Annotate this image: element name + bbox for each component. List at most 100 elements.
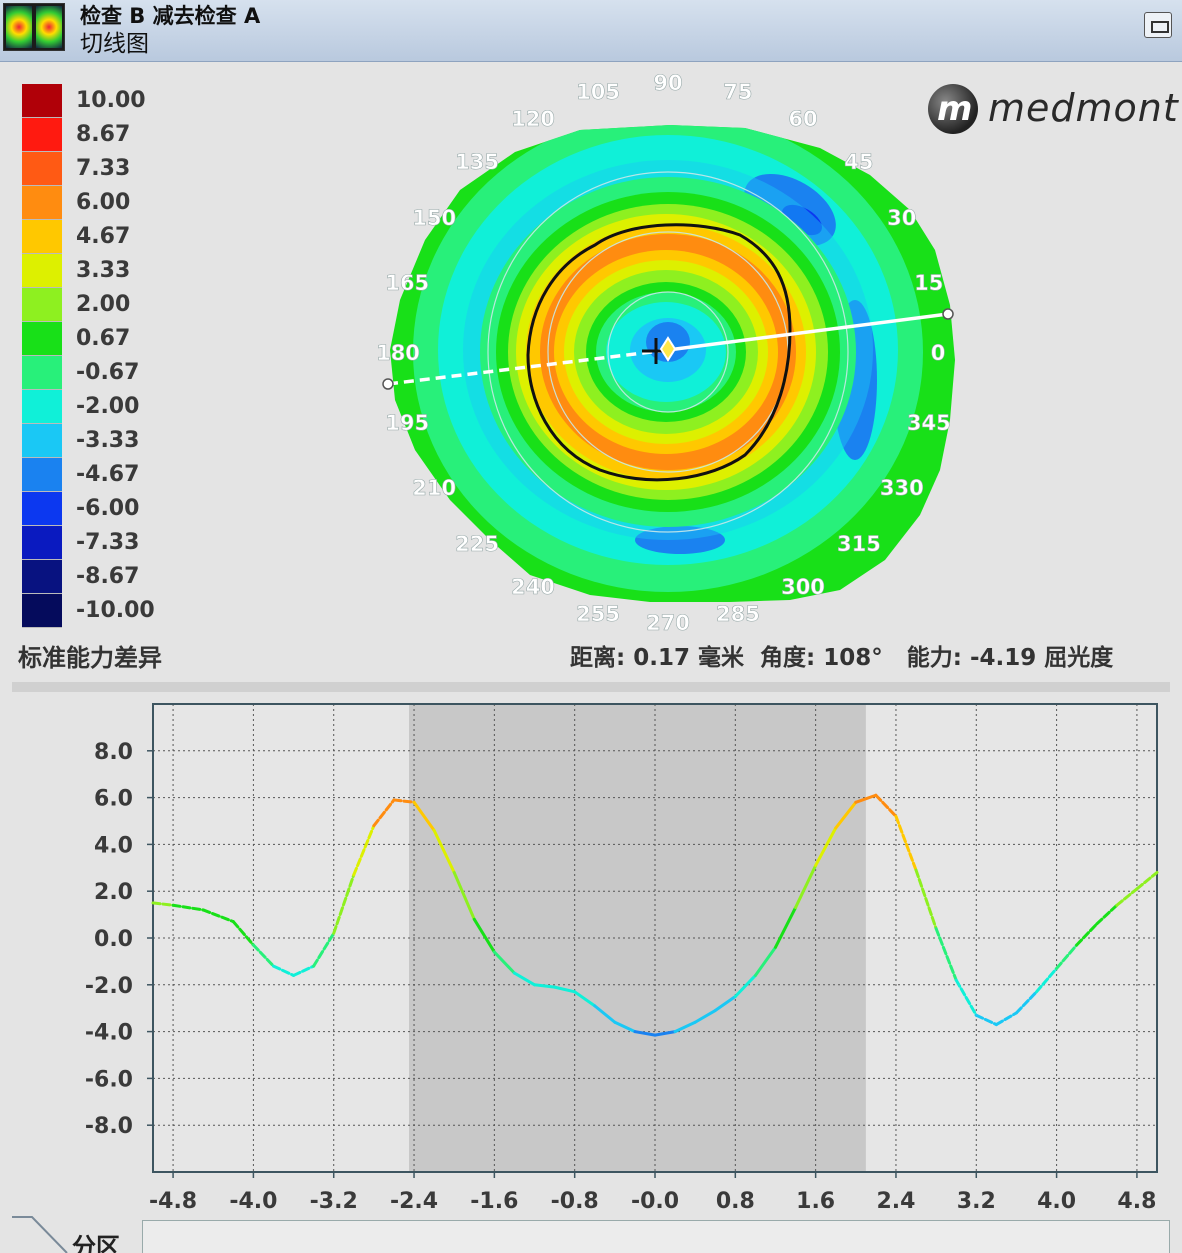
legend-swatch (22, 118, 62, 152)
legend-item: 3.33 (22, 254, 182, 288)
profile-segment (854, 793, 878, 804)
meridian-end-handle[interactable] (942, 308, 954, 320)
legend-swatch (22, 594, 62, 628)
bottom-tab-bar: 分区 (12, 1212, 1170, 1253)
profile-segment (372, 798, 396, 828)
legend-swatch (22, 390, 62, 424)
angle-label: 30 (887, 206, 916, 230)
window-subtitle: 切线图 (80, 31, 149, 57)
legend-swatch (22, 458, 62, 492)
shaded-zone (409, 704, 866, 1172)
legend-item: -0.67 (22, 356, 182, 390)
x-tick-label: 0.8 (716, 1189, 755, 1212)
legend-label: -7.33 (76, 530, 140, 555)
profile-segment (693, 1009, 717, 1024)
restore-window-button[interactable] (1144, 12, 1172, 38)
y-axis-ticks: 8.0 6.0 4.0 2.0 0.0 -2.0 -4.0 -6.0 -8.0 (85, 740, 153, 1139)
angle-label: 0 (931, 341, 946, 365)
profile-segment (894, 814, 918, 872)
profile-segment (392, 798, 416, 804)
profile-segment (412, 800, 436, 832)
y-tick-label: -8.0 (85, 1114, 133, 1139)
profile-segment (271, 964, 296, 977)
power-profile-chart[interactable]: 8.0 6.0 4.0 2.0 0.0 -2.0 -4.0 -6.0 -8.0 -4.8 -4.0… (0, 692, 1182, 1212)
legend-swatch (22, 152, 62, 186)
profile-segment (733, 973, 757, 998)
angle-label: 角度: (760, 645, 816, 671)
profile-segment (1115, 887, 1139, 907)
legend-label: 4.67 (76, 224, 131, 249)
meridian-start-handle[interactable] (382, 378, 394, 390)
profile-segment (593, 1004, 617, 1024)
meridian-solid-line (667, 312, 949, 352)
y-tick-label: 8.0 (94, 740, 133, 765)
profile-segment (312, 931, 336, 968)
legend-item: -7.33 (22, 526, 182, 560)
angle-label: 315 (837, 532, 881, 556)
angle-label: 60 (788, 107, 817, 131)
angle-label: 255 (576, 602, 620, 626)
profile-segment (1135, 870, 1159, 891)
angle-label: 180 (376, 341, 420, 365)
legend-item: 0.67 (22, 322, 182, 356)
logo-mark-icon: m (928, 84, 978, 134)
profile-segment (954, 978, 978, 1017)
legend-swatch (22, 254, 62, 288)
legend-swatch (22, 526, 62, 560)
tab-zones[interactable]: 分区 (72, 1233, 120, 1253)
angle-label: 195 (385, 411, 429, 435)
map-caption: 标准能力差异 (18, 644, 162, 672)
x-axis-ticks: -4.8 -4.0 -3.2 -2.4 -1.6 -0.8 -0.0 0.8 1.6 2.4 3.2… (149, 1172, 1156, 1212)
profile-segment (151, 901, 175, 907)
topography-map[interactable]: 0 15 30 45 60 75 90 105 120 135 150 165 180 195 210 225… (350, 70, 990, 640)
legend-label: 6.00 (76, 190, 131, 215)
angle-label: 270 (646, 611, 690, 635)
x-tick-label: -1.6 (470, 1189, 518, 1212)
y-tick-label: 4.0 (94, 833, 133, 858)
legend-label: -4.67 (76, 462, 140, 487)
legend-label: 8.67 (76, 122, 131, 147)
profile-segment (332, 873, 356, 935)
legend-item: 2.00 (22, 288, 182, 322)
profile-segment (292, 964, 316, 977)
angle-label: 90 (653, 71, 682, 95)
profile-segment (492, 950, 516, 975)
grid-lines (153, 704, 1157, 1172)
x-tick-label: -3.2 (310, 1189, 358, 1212)
legend-label: 3.33 (76, 258, 131, 283)
angle-label: 225 (455, 532, 499, 556)
y-tick-label: -4.0 (85, 1021, 133, 1046)
legend-item: 8.67 (22, 118, 182, 152)
legend-item: -10.00 (22, 594, 182, 628)
legend-item: -3.33 (22, 424, 182, 458)
legend-item: 6.00 (22, 186, 182, 220)
cursor-marker-icon[interactable] (659, 336, 677, 362)
legend-item: -8.67 (22, 560, 182, 594)
y-tick-label: 6.0 (94, 787, 133, 812)
angle-label: 300 (781, 575, 825, 599)
x-tick-label: 4.8 (1117, 1189, 1156, 1212)
profile-segment (171, 903, 205, 912)
y-tick-label: 0.0 (94, 927, 133, 952)
legend-label: 7.33 (76, 156, 131, 181)
legend-label: 2.00 (76, 292, 131, 317)
angle-label: 75 (723, 80, 752, 104)
profile-segment (1035, 966, 1059, 994)
profile-segment (251, 943, 275, 968)
tab-shape (12, 1216, 68, 1253)
legend-item: 10.00 (22, 84, 182, 118)
x-tick-label: -2.4 (390, 1189, 438, 1212)
angle-label: 105 (576, 80, 620, 104)
panel-divider[interactable] (12, 682, 1170, 692)
angle-label: 285 (716, 602, 760, 626)
profile-segment (773, 906, 798, 949)
profile-segment (201, 908, 235, 924)
profile-segment (673, 1020, 697, 1034)
x-tick-label: 4.0 (1037, 1189, 1076, 1212)
legend-swatch (22, 492, 62, 526)
profile-segment (1055, 943, 1079, 970)
legend-item: -4.67 (22, 458, 182, 492)
medmont-logo: m medmont (928, 84, 1178, 134)
legend-label: -8.67 (76, 564, 140, 589)
legend-swatch (22, 322, 62, 356)
